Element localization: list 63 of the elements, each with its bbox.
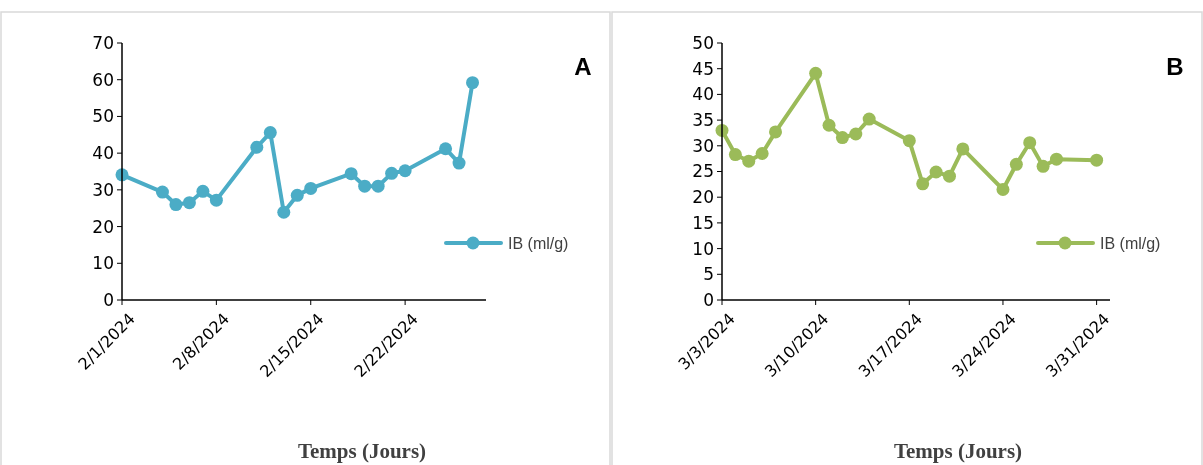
- point: [385, 166, 399, 180]
- point: [902, 134, 916, 148]
- y-tick-label: 30: [692, 135, 714, 156]
- x-axis-title: Temps (Jours): [297, 439, 427, 463]
- point: [1049, 152, 1063, 166]
- point: [196, 184, 210, 198]
- y-tick-label: 10: [692, 238, 714, 259]
- point: [769, 125, 783, 139]
- point: [182, 196, 196, 210]
- point: [849, 127, 863, 141]
- y-tick-label: 40: [92, 143, 114, 164]
- y-tick-label: 30: [92, 179, 114, 200]
- point: [1023, 136, 1037, 150]
- point: [728, 148, 742, 162]
- point: [809, 66, 823, 80]
- y-tick-label: 25: [692, 161, 714, 182]
- y-tick-label: 45: [692, 58, 714, 79]
- point: [358, 179, 372, 193]
- point: [452, 156, 466, 170]
- point: [1090, 153, 1104, 167]
- point: [263, 126, 277, 140]
- point: [439, 142, 453, 156]
- y-tick-label: 20: [92, 216, 114, 237]
- point: [822, 118, 836, 132]
- point: [742, 154, 756, 168]
- point: [277, 205, 291, 219]
- y-tick-label: 40: [692, 84, 714, 105]
- point: [344, 167, 358, 181]
- y-tick-label: 50: [692, 32, 714, 53]
- point: [1036, 159, 1050, 173]
- y-tick-label: 35: [692, 110, 714, 131]
- point: [169, 198, 183, 212]
- point: [371, 179, 385, 193]
- point: [250, 140, 264, 154]
- point: [155, 185, 169, 199]
- point: [209, 193, 223, 207]
- point: [916, 177, 930, 191]
- point: [996, 182, 1010, 196]
- point: [1009, 157, 1023, 171]
- point: [398, 164, 412, 178]
- y-tick-label: 60: [92, 69, 114, 90]
- y-tick-label: 70: [92, 32, 114, 53]
- text: B: [1166, 53, 1184, 80]
- y-tick-label: 20: [692, 187, 714, 208]
- point: [862, 112, 876, 126]
- point: [929, 165, 943, 179]
- point: [755, 147, 769, 161]
- legend-label: IB (ml/g): [1100, 234, 1161, 252]
- text: A: [574, 53, 592, 80]
- point: [466, 76, 480, 90]
- legend-label: IB (ml/g): [508, 234, 569, 252]
- y-tick-label: 5: [703, 264, 714, 285]
- point: [304, 181, 318, 195]
- y-tick-label: 15: [692, 212, 714, 233]
- y-tick-label: 0: [703, 289, 714, 310]
- x-axis-title: Temps (Jours): [893, 439, 1023, 463]
- y-tick-label: 0: [103, 289, 114, 310]
- point: [290, 188, 304, 202]
- point: [835, 131, 849, 145]
- point: [942, 169, 956, 183]
- y-tick-label: 50: [92, 106, 114, 127]
- point: [956, 142, 970, 156]
- y-tick-label: 10: [92, 253, 114, 274]
